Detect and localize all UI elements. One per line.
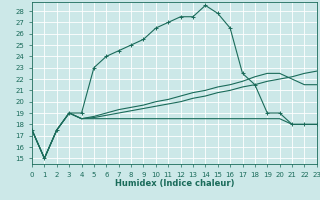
X-axis label: Humidex (Indice chaleur): Humidex (Indice chaleur): [115, 179, 234, 188]
